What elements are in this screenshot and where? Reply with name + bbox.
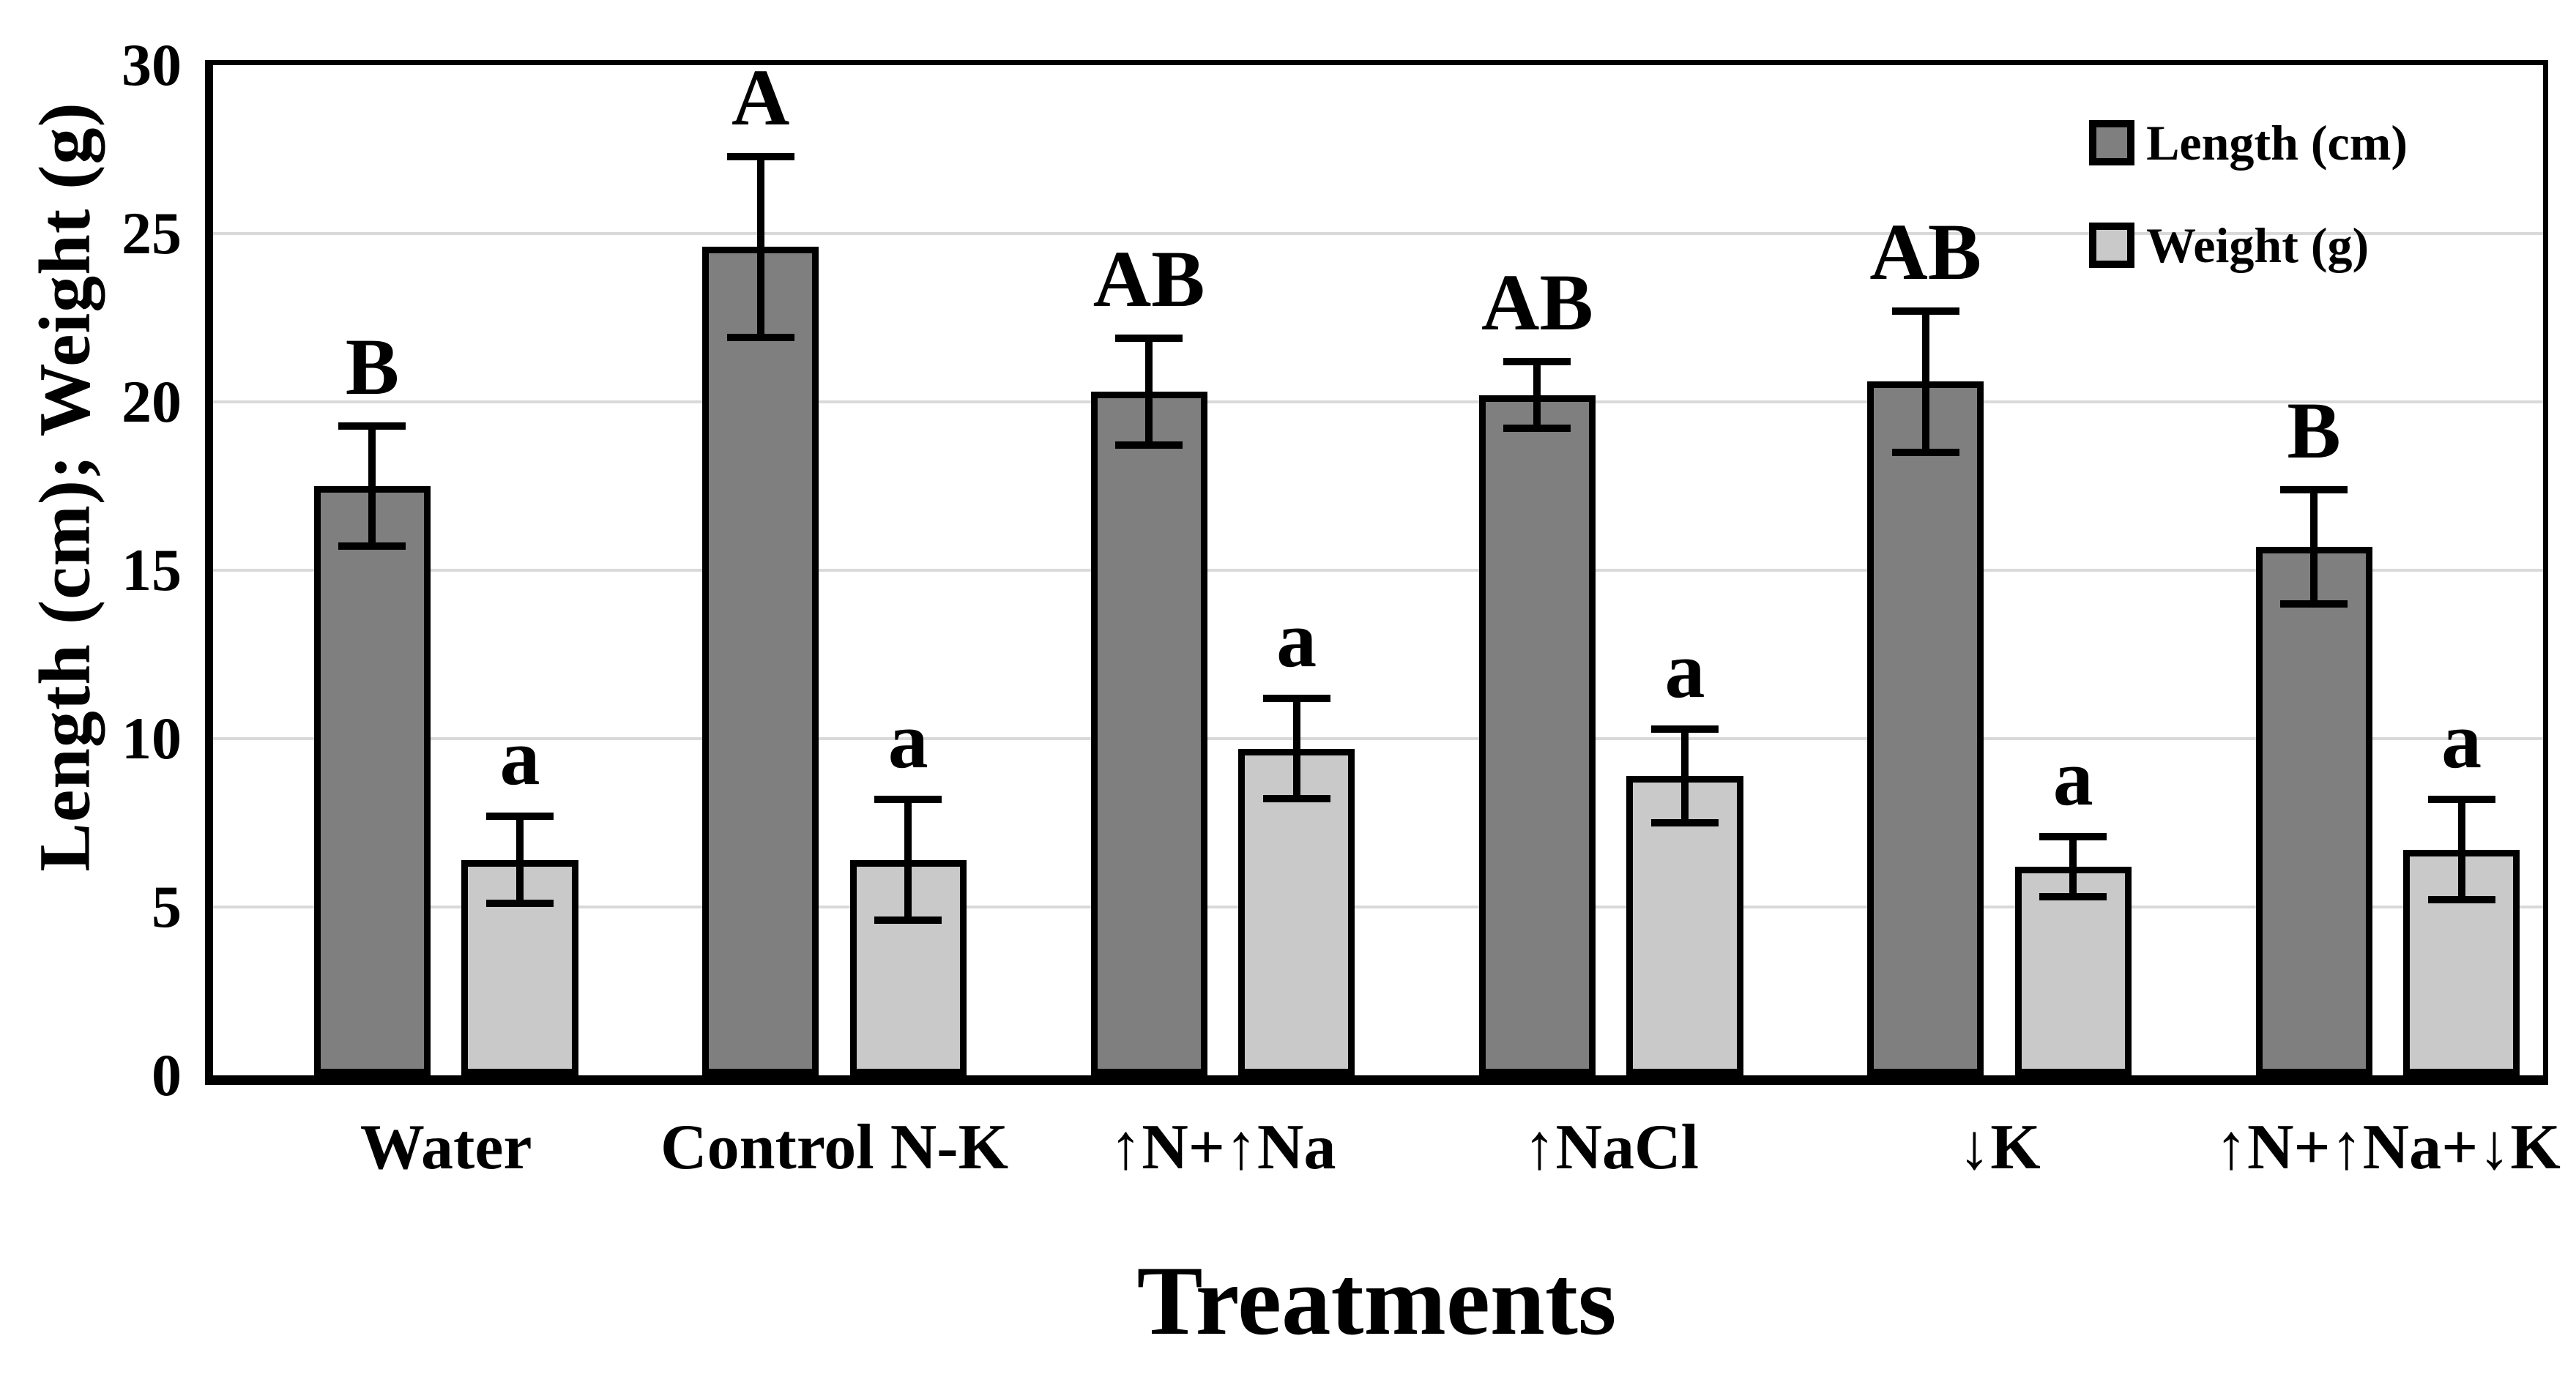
significance-letter: a xyxy=(1276,594,1317,684)
significance-letter: B xyxy=(345,321,400,411)
error-bar-line xyxy=(904,796,912,924)
significance-letter: a xyxy=(1664,624,1705,714)
error-bar-line xyxy=(1292,695,1300,803)
y-tick-label-20: 20 xyxy=(122,368,182,435)
gridline-y-20 xyxy=(213,400,2543,403)
error-bar-line xyxy=(2457,796,2465,904)
error-bar xyxy=(726,152,794,342)
legend-label-weight: Weight (g) xyxy=(2146,217,2370,273)
bar-length-5 xyxy=(1867,381,1984,1075)
error-bar-cap-top xyxy=(726,152,794,160)
significance-letter: a xyxy=(2441,695,2482,785)
error-bar-cap-bottom xyxy=(2280,600,2348,608)
legend-label-length: Length (cm) xyxy=(2146,115,2408,171)
error-bar xyxy=(1891,307,1959,456)
bar-length-6 xyxy=(2255,546,2372,1075)
y-tick-label-5: 5 xyxy=(152,873,182,940)
error-bar-cap-bottom xyxy=(2039,892,2107,900)
error-bar-line xyxy=(1533,358,1541,433)
y-tick-label-10: 10 xyxy=(122,705,182,772)
x-category-label-5: ↓K xyxy=(1958,1112,2041,1183)
error-bar-line xyxy=(2310,486,2318,608)
significance-letter: AB xyxy=(1481,258,1593,348)
error-bar-cap-bottom xyxy=(726,334,794,342)
significance-letter: AB xyxy=(1092,234,1205,324)
significance-letter: B xyxy=(2287,386,2341,475)
bar-length-2 xyxy=(702,247,819,1075)
error-bar-cap-bottom xyxy=(1503,425,1571,433)
y-tick-label-25: 25 xyxy=(122,200,182,266)
error-bar-cap-bottom xyxy=(874,916,942,924)
error-bar xyxy=(338,422,406,550)
error-bar-cap-bottom xyxy=(1650,818,1719,826)
bar-length-1 xyxy=(313,486,431,1075)
length-series-swatch xyxy=(2089,120,2135,165)
error-bar-cap-top xyxy=(2280,486,2348,493)
bar-weight-5 xyxy=(2014,866,2132,1075)
weight-series-swatch xyxy=(2089,223,2135,268)
error-bar-cap-bottom xyxy=(485,899,554,907)
x-category-label-6: ↑N+↑Na+↓K xyxy=(2214,1112,2561,1183)
x-category-label-4: ↑NaCl xyxy=(1523,1112,1699,1183)
error-bar-line xyxy=(1680,725,1689,826)
error-bar-cap-bottom xyxy=(2427,896,2495,904)
error-bar-line xyxy=(1921,307,1929,456)
error-bar xyxy=(2280,486,2348,608)
error-bar xyxy=(874,796,942,924)
legend-item-weight: Weight (g) xyxy=(2089,220,2408,270)
error-bar-cap-bottom xyxy=(1262,795,1330,803)
bar-weight-3 xyxy=(1238,748,1355,1075)
error-bar-line xyxy=(756,152,764,342)
error-bar-cap-bottom xyxy=(1115,441,1183,449)
error-bar-cap-bottom xyxy=(1891,448,1959,456)
significance-letter: A xyxy=(732,52,790,142)
error-bar-cap-top xyxy=(1503,358,1571,366)
x-category-label-3: ↑N+↑Na xyxy=(1109,1112,1336,1183)
bar-length-4 xyxy=(1478,395,1596,1075)
error-bar-cap-top xyxy=(1650,725,1719,733)
gridline-y-15 xyxy=(213,569,2543,572)
error-bar-cap-top xyxy=(1115,335,1183,342)
error-bar xyxy=(1650,725,1719,826)
error-bar xyxy=(1262,695,1330,803)
error-bar-cap-bottom xyxy=(338,542,406,550)
error-bar xyxy=(1115,335,1183,449)
gridline-y-25 xyxy=(213,232,2543,235)
error-bar xyxy=(1503,358,1571,433)
error-bar-line xyxy=(1145,335,1153,449)
error-bar-line xyxy=(515,813,524,907)
significance-letter: a xyxy=(2052,732,2093,822)
error-bar-cap-top xyxy=(338,422,406,430)
gridline-y-5 xyxy=(213,906,2543,908)
error-bar-line xyxy=(2069,832,2077,900)
significance-letter: AB xyxy=(1869,207,1982,297)
error-bar-cap-top xyxy=(2039,832,2107,840)
bar-length-3 xyxy=(1090,392,1207,1075)
legend-item-length: Length (cm) xyxy=(2089,118,2408,168)
error-bar-cap-top xyxy=(2427,796,2495,804)
error-bar-cap-top xyxy=(485,813,554,821)
error-bar xyxy=(485,813,554,907)
gridline-y-10 xyxy=(213,737,2543,740)
x-axis-title: Treatments xyxy=(1136,1247,1617,1356)
significance-letter: a xyxy=(887,695,928,785)
error-bar-cap-top xyxy=(1262,695,1330,703)
x-category-label-1: Water xyxy=(360,1112,532,1183)
y-tick-label-15: 15 xyxy=(122,537,182,603)
legend: Length (cm) Weight (g) xyxy=(2089,118,2408,270)
y-tick-label-0: 0 xyxy=(152,1042,182,1108)
error-bar xyxy=(2039,832,2107,900)
bar-weight-2 xyxy=(849,859,967,1075)
error-bar-cap-top xyxy=(1891,307,1959,316)
significance-letter: a xyxy=(499,712,540,802)
error-bar xyxy=(2427,796,2495,904)
error-bar-cap-top xyxy=(874,796,942,804)
y-tick-label-30: 30 xyxy=(122,31,182,98)
error-bar-line xyxy=(368,422,376,550)
x-category-label-2: Control N-K xyxy=(660,1112,1009,1183)
